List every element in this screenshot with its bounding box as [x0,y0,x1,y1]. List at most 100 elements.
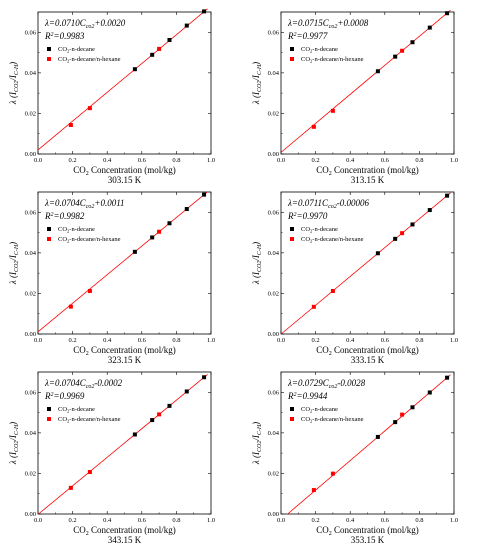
x-tick-label: 0.4 [346,157,355,164]
y-tick-label: 0.00 [268,511,279,518]
data-point-decane [427,390,432,395]
data-point-decane-hexane [87,106,92,111]
data-point-decane-hexane [311,488,316,493]
x-tick-label: 0.0 [34,157,42,164]
x-tick-label: 0.4 [103,337,112,344]
temperature-label: 303.15 K [108,175,142,185]
data-point-decane [427,25,432,30]
data-point-decane-hexane [157,229,162,234]
data-point-decane-hexane [157,46,162,51]
legend-label: CO2-n-decane [58,46,95,54]
legend-label: CO2-n-decane/n-hexane [301,416,364,424]
legend-marker [47,407,51,411]
x-tick-label: 0.2 [69,337,77,344]
y-tick-label: 0.00 [25,331,36,338]
legend-marker [47,417,51,421]
data-point-decane-hexane [68,485,73,490]
fit-line [38,374,208,515]
data-point-decane [150,235,155,240]
y-tick-label: 0.04 [268,430,280,437]
data-point-decane-hexane [157,412,162,417]
data-point-decane [445,375,450,380]
data-point-decane [427,208,432,213]
y-tick-label: 0.06 [268,209,280,216]
x-tick-label: 0.4 [103,157,112,164]
x-axis-label: CO2 Concentration (mol/kg) [73,165,176,177]
y-tick-label: 0.04 [25,70,37,77]
x-tick-label: 0.0 [277,517,285,524]
y-tick-label: 0.00 [268,331,279,338]
x-tick-label: 0.4 [346,517,355,524]
y-tick-label: 0.06 [25,29,37,36]
x-tick-label: 0.0 [34,517,42,524]
y-tick-label: 0.00 [25,151,36,158]
x-axis-label: CO2 Concentration (mol/kg) [316,165,419,177]
data-point-decane [375,434,380,439]
panel-5: 0.0 0.2 0.4 0.6 0.8 1.0 0.00 0.02 0.04 0.06 λ=0.07… [8,371,215,545]
legend-marker [47,57,51,61]
x-tick-label: 1.0 [450,517,458,524]
x-tick-label: 0.2 [312,517,320,524]
temperature-label: 353.15 K [351,535,385,545]
legend-marker [290,417,294,421]
data-point-decane [445,11,450,16]
legend-label: CO2-n-decane [58,226,95,234]
data-point-decane-hexane [311,124,316,129]
legend-marker [47,47,51,51]
x-tick-label: 0.2 [69,517,77,524]
panel-3: 0.0 0.2 0.4 0.6 0.8 1.0 0.00 0.02 0.04 0.06 λ=0.07… [8,191,215,365]
y-tick-label: 0.02 [25,111,36,118]
x-tick-label: 1.0 [207,517,215,524]
x-axis-label: CO2 Concentration (mol/kg) [73,345,176,357]
y-tick-label: 0.06 [25,389,37,396]
panel-4: 0.0 0.2 0.4 0.6 0.8 1.0 0.00 0.02 0.04 0.06 λ=0.07… [251,191,458,365]
y-tick-label: 0.04 [268,70,280,77]
x-tick-label: 0.0 [277,157,285,164]
legend-label: CO2-n-decane/n-hexane [58,56,121,64]
x-tick-label: 0.0 [34,337,42,344]
fit-equation: λ=0.0729Cco2-0.0028 [287,378,366,390]
x-axis-label: CO2 Concentration (mol/kg) [73,525,176,537]
temperature-label: 323.15 K [108,355,142,365]
y-tick-label: 0.04 [25,250,37,257]
data-point-decane [184,389,189,394]
data-point-decane-hexane [330,288,335,293]
panel-2: 0.0 0.2 0.4 0.6 0.8 1.0 0.00 0.02 0.04 0.06 λ=0.07… [251,9,458,185]
x-tick-label: 0.4 [346,337,355,344]
data-point-decane-hexane [400,412,405,417]
fit-equation: λ=0.0704Cco2+0.0011 [44,198,125,210]
data-point-decane-hexane [400,231,405,236]
y-axis-label: λ (ICO2/IC-H) [251,242,263,285]
y-tick-label: 0.02 [268,291,279,298]
fit-line [280,9,451,153]
legend-label: CO2-n-decane/n-hexane [58,416,121,424]
fit-line [280,192,451,335]
x-tick-label: 0.6 [138,517,147,524]
panel-6: 0.0 0.2 0.4 0.6 0.8 1.0 0.00 0.02 0.04 0.06 λ=0.07… [251,371,458,545]
legend-marker [47,227,51,231]
x-tick-label: 0.6 [381,337,390,344]
y-tick-label: 0.04 [25,430,37,437]
legend-marker [290,47,294,51]
data-point-decane-hexane [68,304,73,309]
y-axis-label: λ (ICO2/IC-H) [8,242,20,285]
temperature-label: 343.15 K [108,535,142,545]
fit-equation: λ=0.0704Cco2-0.0002 [44,378,123,390]
temperature-label: 313.15 K [351,175,385,185]
y-tick-label: 0.06 [268,29,280,36]
y-tick-label: 0.06 [25,209,37,216]
x-tick-label: 0.6 [381,157,390,164]
x-tick-label: 0.2 [312,157,320,164]
x-tick-label: 0.8 [415,337,423,344]
data-point-decane [167,403,172,408]
r-squared: R2=0.9982 [44,211,85,221]
x-axis-label: CO2 Concentration (mol/kg) [316,345,419,357]
y-tick-label: 0.02 [268,471,279,478]
data-point-decane [132,249,137,254]
temperature-label: 333.15 K [351,355,385,365]
legend-label: CO2-n-decane/n-hexane [58,236,121,244]
y-tick-label: 0.00 [268,151,279,158]
data-point-decane-hexane [87,470,92,475]
